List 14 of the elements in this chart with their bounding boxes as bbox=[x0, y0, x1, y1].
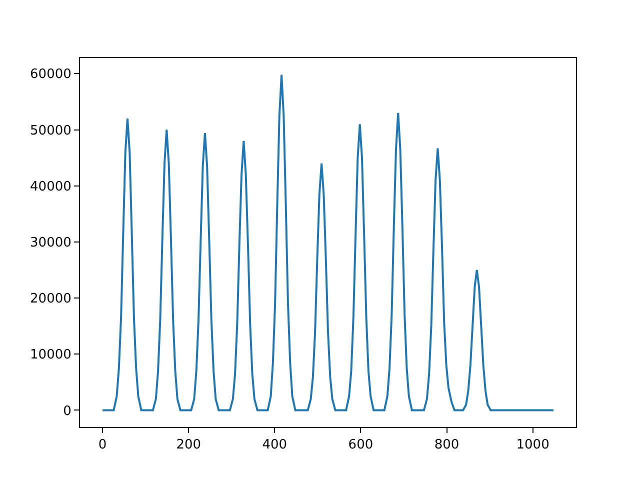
x-tick-label: 200 bbox=[176, 438, 202, 453]
y-tick-label: 40000 bbox=[30, 179, 72, 194]
line-series bbox=[102, 74, 554, 412]
x-tick-label: 400 bbox=[262, 438, 288, 453]
y-tick-label: 50000 bbox=[30, 123, 72, 138]
y-tick-label: 10000 bbox=[30, 348, 72, 363]
x-tick-label: 800 bbox=[434, 438, 460, 453]
y-tick-label: 0 bbox=[63, 404, 72, 419]
x-tick-label: 600 bbox=[348, 438, 374, 453]
x-tick-label: 0 bbox=[98, 438, 107, 453]
y-tick-label: 60000 bbox=[30, 67, 72, 82]
y-tick-label: 30000 bbox=[30, 235, 72, 250]
x-tick-label: 1000 bbox=[516, 438, 550, 453]
y-tick-label: 20000 bbox=[30, 292, 72, 307]
